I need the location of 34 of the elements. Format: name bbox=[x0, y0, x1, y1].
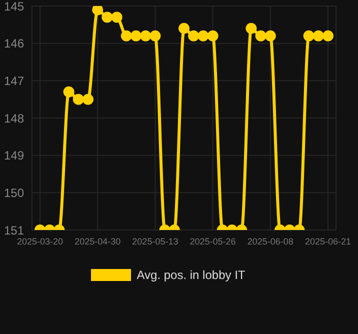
point bbox=[82, 94, 94, 105]
point bbox=[198, 30, 209, 42]
legend-label: Avg. pos. in lobby IT bbox=[136, 268, 246, 282]
point bbox=[120, 30, 132, 42]
point bbox=[207, 30, 218, 42]
y-tick-label: 145 bbox=[4, 0, 24, 14]
x-tick-label: 2025-06-21 bbox=[304, 236, 352, 246]
point bbox=[102, 12, 113, 23]
x-tick-label: 2025-04-30 bbox=[74, 236, 121, 246]
x-tick-label: 2025-03-20 bbox=[16, 236, 64, 246]
point bbox=[72, 94, 84, 105]
point bbox=[111, 12, 122, 23]
point bbox=[140, 30, 152, 42]
y-tick-label: 149 bbox=[4, 148, 24, 163]
x-tick-label: 2025-05-26 bbox=[190, 236, 236, 246]
y-tick-label: 148 bbox=[4, 111, 24, 126]
y-tick-label: 150 bbox=[4, 186, 24, 200]
point bbox=[246, 22, 257, 34]
y-tick-label: 147 bbox=[4, 74, 24, 88]
point bbox=[130, 30, 142, 42]
point bbox=[322, 30, 334, 42]
point bbox=[188, 30, 200, 42]
x-tick-label: 2025-05-13 bbox=[132, 236, 178, 246]
point bbox=[63, 86, 74, 98]
point bbox=[178, 22, 190, 34]
point bbox=[255, 30, 266, 42]
point bbox=[150, 30, 161, 42]
y-tick-label: 151 bbox=[4, 223, 24, 238]
point bbox=[92, 6, 104, 16]
point bbox=[264, 30, 276, 42]
y-tick-label: 146 bbox=[4, 36, 24, 51]
x-tick-label: 2025-06-08 bbox=[247, 236, 294, 246]
point bbox=[303, 30, 314, 42]
point bbox=[312, 30, 324, 42]
